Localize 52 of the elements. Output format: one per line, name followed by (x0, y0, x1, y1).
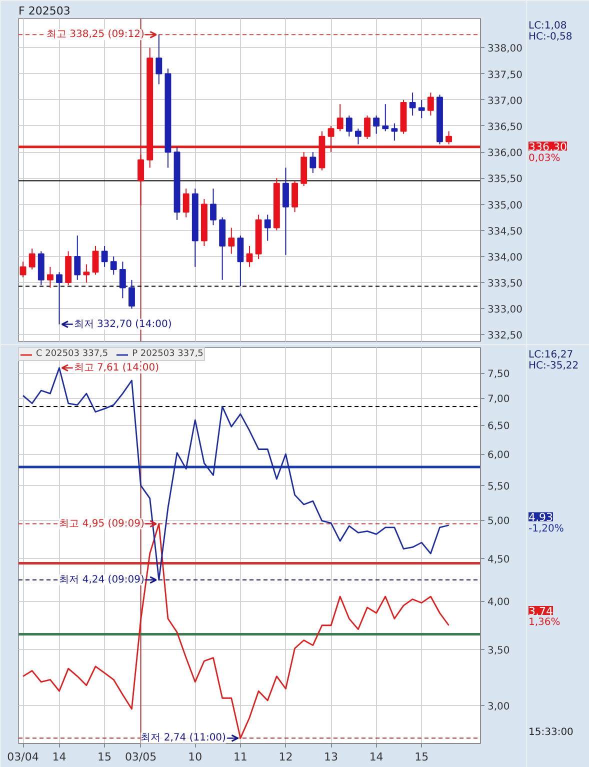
text: 0,03% (528, 152, 560, 164)
text: 1,36% (528, 617, 560, 628)
y-tick-label: 3,50 (488, 645, 510, 656)
text: 4,93 (528, 511, 553, 524)
x-tick-label: 13 (324, 750, 338, 764)
y-tick-label: 3,00 (488, 701, 510, 712)
y-tick-label: 333,00 (488, 304, 522, 316)
annotation: 최저 332,70 (14:00) (74, 318, 172, 330)
y-tick-label: 7,00 (488, 394, 510, 406)
annotation: 최고 4,95 (09:09) (59, 518, 145, 530)
annotation: 최고 338,25 (09:12) (46, 29, 145, 40)
text: HC:-35,22 (528, 360, 579, 372)
annotation: 최저 2,74 (11:00) (140, 732, 226, 744)
y-tick-label: 334,00 (488, 252, 522, 264)
text: -1,20% (528, 523, 564, 534)
y-tick-label: 6,00 (488, 450, 510, 462)
x-tick-label: 15 (98, 750, 112, 764)
y-tick-label: 338,00 (488, 44, 522, 55)
x-tick-label: 10 (188, 750, 202, 764)
text: LC:1,08 (528, 20, 567, 32)
text: 15:33:00 (528, 726, 574, 738)
y-tick-label: 335,00 (488, 200, 522, 212)
annotation: 최저 4,24 (09:09) (59, 574, 145, 586)
y-tick-label: 334,50 (488, 226, 522, 238)
legend-label: P 202503 337,5 (132, 349, 204, 359)
y-tick-label: 332,50 (488, 330, 522, 342)
x-tick-label: 11 (233, 750, 248, 764)
x-tick-label: 15 (414, 750, 429, 764)
x-tick-label: 03/05 (124, 750, 157, 764)
y-tick-label: 335,50 (488, 174, 522, 186)
y-tick-label: 336,00 (488, 148, 522, 160)
x-tick-label: 03/04 (7, 750, 39, 764)
x-tick-label: 14 (52, 750, 66, 764)
x-tick-label: 12 (278, 750, 293, 764)
y-tick-label: 5,00 (488, 516, 510, 528)
annotation: 최고 7,61 (14:00) (74, 362, 160, 374)
y-tick-label: 7,50 (488, 369, 510, 380)
y-tick-label: 4,50 (488, 554, 510, 566)
y-tick-label: 5,50 (488, 482, 510, 493)
y-tick-label: 337,50 (488, 70, 522, 81)
y-tick-label: 336,50 (488, 122, 522, 133)
y-tick-label: 333,50 (488, 278, 522, 290)
legend-label: C 202503 337,5 (36, 349, 108, 359)
y-tick-label: 4,00 (488, 597, 510, 608)
x-tick-label: 14 (369, 750, 384, 764)
text: 3,74 (528, 604, 553, 618)
text: HC:-0,58 (528, 32, 572, 43)
text: 336,30 (528, 140, 567, 154)
chart-title: F 202503 (18, 4, 70, 18)
y-tick-label: 337,00 (488, 96, 522, 107)
text: LC:16,27 (528, 349, 574, 360)
y-tick-label: 6,50 (488, 421, 510, 432)
